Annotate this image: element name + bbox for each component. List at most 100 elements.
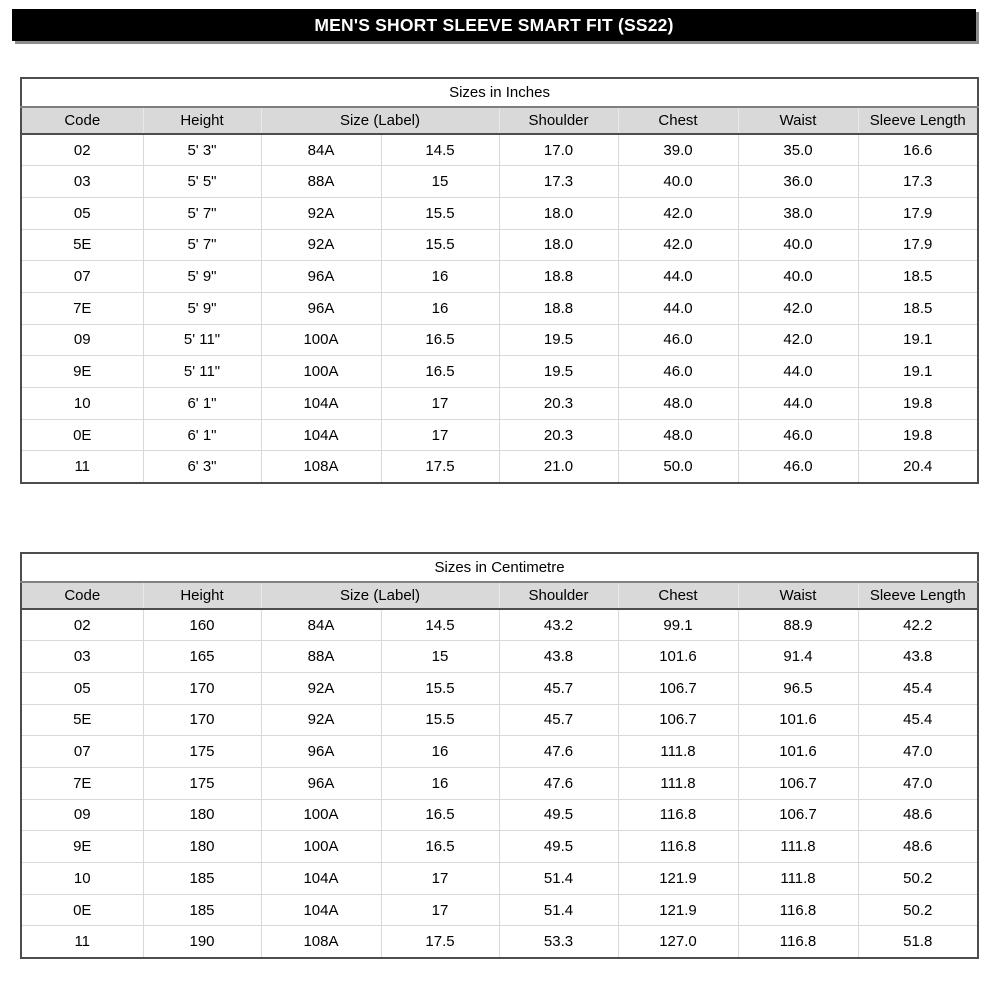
cell: 16.5 <box>380 355 500 388</box>
cell: 19.8 <box>857 387 979 420</box>
column-header-code: Code <box>21 582 143 610</box>
cell: 96A <box>260 766 382 800</box>
cell: 42.0 <box>617 228 739 262</box>
cell: 05 <box>20 196 144 230</box>
cell: 101.6 <box>617 640 739 673</box>
cell: 46.0 <box>617 355 739 388</box>
cell: 09 <box>20 323 144 357</box>
cell: 02 <box>20 608 144 642</box>
cell: 19.1 <box>857 355 979 388</box>
cell: 6' 3" <box>142 450 262 484</box>
cell: 116.8 <box>617 830 739 863</box>
cell: 03 <box>20 165 144 198</box>
cell: 44.0 <box>737 387 859 420</box>
cell: 20.4 <box>857 450 979 484</box>
cell: 96A <box>260 260 382 293</box>
cell: 47.0 <box>857 735 979 768</box>
cell: 17 <box>380 418 500 452</box>
table-body: 02 5' 3" 84A 14.5 17.0 39.0 35.0 16.6 03 5' 5" 88A… <box>20 133 979 484</box>
cell: 92A <box>260 671 382 705</box>
cell: 19.5 <box>498 355 619 388</box>
cell: 46.0 <box>737 418 859 452</box>
cell: 43.2 <box>498 608 619 642</box>
cell: 116.8 <box>737 893 859 927</box>
column-header-shoulder: Shoulder <box>498 107 618 135</box>
cell: 10 <box>20 862 144 895</box>
cell: 45.4 <box>857 703 979 737</box>
column-header-sleeve-length: Sleeve Length <box>857 582 979 610</box>
cell: 190 <box>142 925 262 959</box>
cell: 91.4 <box>737 640 859 673</box>
cell: 51.4 <box>498 893 619 927</box>
cell: 48.0 <box>617 418 739 452</box>
cell: 7E <box>20 291 144 325</box>
cell: 99.1 <box>617 608 739 642</box>
table-row: 05 170 92A 15.5 45.7 106.7 96.5 45.4 <box>20 671 979 705</box>
cell: 15 <box>380 165 500 198</box>
cell: 165 <box>142 640 262 673</box>
cell: 40.0 <box>617 165 739 198</box>
cell: 44.0 <box>617 291 739 325</box>
cell: 17.5 <box>380 450 500 484</box>
table-row: 03 165 88A 15 43.8 101.6 91.4 43.8 <box>20 640 979 673</box>
table-row: 7E 175 96A 16 47.6 111.8 106.7 47.0 <box>20 766 979 800</box>
sizes-in-centimetre-section: Sizes in Centimetre Code Height Size (La… <box>20 552 980 959</box>
cell: 7E <box>20 766 144 800</box>
cell: 96A <box>260 291 382 325</box>
cell: 180 <box>142 798 262 832</box>
cell: 07 <box>20 735 144 768</box>
column-header-shoulder: Shoulder <box>498 582 618 610</box>
cell: 185 <box>142 862 262 895</box>
cell: 18.5 <box>857 260 979 293</box>
cell: 5' 11" <box>142 355 262 388</box>
cell: 19.5 <box>498 323 619 357</box>
cell: 42.0 <box>617 196 739 230</box>
cell: 111.8 <box>737 830 859 863</box>
cell: 16 <box>380 260 500 293</box>
cell: 96.5 <box>737 671 859 705</box>
cell: 09 <box>20 798 144 832</box>
column-header-height: Height <box>142 582 261 610</box>
cell: 17.0 <box>498 133 619 167</box>
table-row: 02 160 84A 14.5 43.2 99.1 88.9 42.2 <box>20 608 979 642</box>
cell: 106.7 <box>737 798 859 832</box>
cell: 5E <box>20 703 144 737</box>
cell: 42.0 <box>737 291 859 325</box>
table-row: 5E 5' 7" 92A 15.5 18.0 42.0 40.0 17.9 <box>20 228 979 262</box>
cell: 121.9 <box>617 862 739 895</box>
cell: 38.0 <box>737 196 859 230</box>
table-row: 11 190 108A 17.5 53.3 127.0 116.8 51.8 <box>20 925 979 959</box>
cell: 51.4 <box>498 862 619 895</box>
column-header-code: Code <box>21 107 143 135</box>
cell: 18.5 <box>857 291 979 325</box>
cell: 104A <box>260 418 382 452</box>
cell: 21.0 <box>498 450 619 484</box>
cell: 5E <box>20 228 144 262</box>
cell: 46.0 <box>617 323 739 357</box>
cell: 185 <box>142 893 262 927</box>
caption-row: Sizes in Centimetre <box>21 553 979 583</box>
cell: 35.0 <box>737 133 859 167</box>
cell: 104A <box>260 862 382 895</box>
cell: 106.7 <box>617 671 739 705</box>
cell: 42.2 <box>857 608 979 642</box>
cell: 6' 1" <box>142 387 262 420</box>
cell: 46.0 <box>737 450 859 484</box>
table-row: 10 6' 1" 104A 17 20.3 48.0 44.0 19.8 <box>20 387 979 420</box>
cell: 160 <box>142 608 262 642</box>
cell: 9E <box>20 355 144 388</box>
column-header-waist: Waist <box>737 107 858 135</box>
cell: 100A <box>260 355 382 388</box>
cell: 45.7 <box>498 703 619 737</box>
cell: 127.0 <box>617 925 739 959</box>
cell: 14.5 <box>380 608 500 642</box>
page-title: MEN'S SHORT SLEEVE SMART FIT (SS22) <box>314 14 674 35</box>
cell: 43.8 <box>857 640 979 673</box>
size-table-inches: Sizes in Inches Code Height Size (Label)… <box>20 77 980 484</box>
table-row: 9E 180 100A 16.5 49.5 116.8 111.8 48.6 <box>20 830 979 863</box>
cell: 10 <box>20 387 144 420</box>
cell: 18.8 <box>498 291 619 325</box>
cell: 15 <box>380 640 500 673</box>
cell: 84A <box>260 133 382 167</box>
table-row: 02 5' 3" 84A 14.5 17.0 39.0 35.0 16.6 <box>20 133 979 167</box>
